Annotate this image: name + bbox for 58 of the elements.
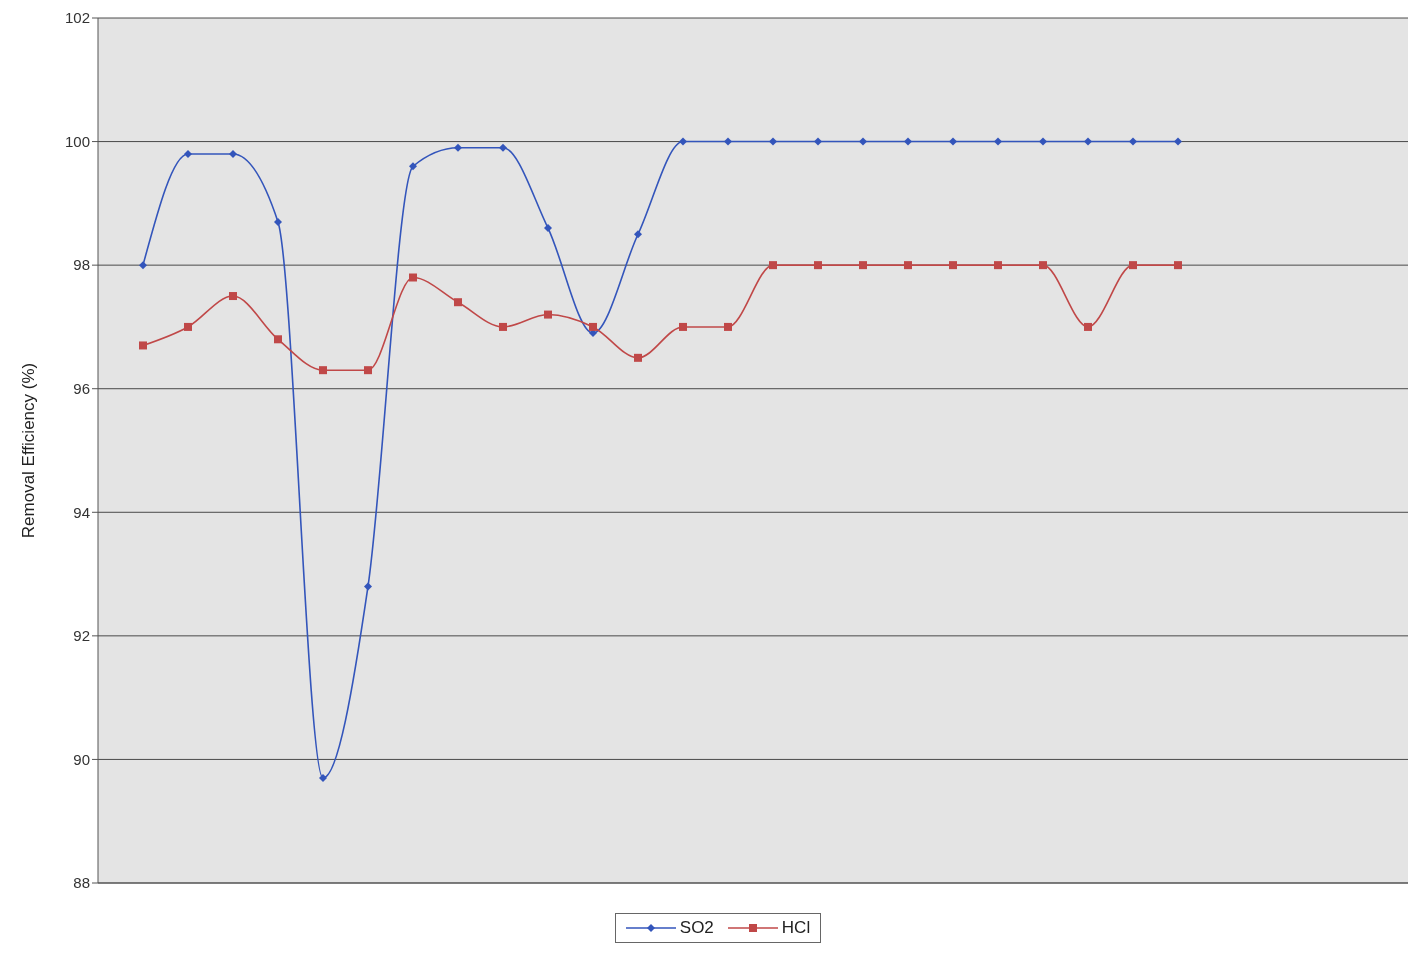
y-axis-title: Removal Efficiency (%) bbox=[19, 362, 39, 539]
point bbox=[544, 310, 552, 319]
legend-label: HCl bbox=[780, 918, 811, 938]
point bbox=[454, 143, 462, 152]
point bbox=[949, 261, 957, 270]
y-tick-label: 92 bbox=[73, 627, 90, 645]
point bbox=[1174, 137, 1182, 146]
point bbox=[184, 149, 192, 158]
point bbox=[859, 261, 867, 270]
point bbox=[904, 261, 912, 270]
point bbox=[274, 217, 282, 226]
y-tick-label: 96 bbox=[73, 380, 90, 398]
point bbox=[364, 366, 372, 375]
point bbox=[1129, 137, 1137, 146]
y-tick-label: 94 bbox=[73, 503, 90, 521]
point bbox=[994, 261, 1002, 270]
point bbox=[724, 322, 732, 331]
point bbox=[634, 353, 642, 362]
point bbox=[724, 137, 732, 146]
point bbox=[499, 322, 507, 331]
point bbox=[499, 143, 507, 152]
point bbox=[634, 230, 642, 239]
point bbox=[904, 137, 912, 146]
point bbox=[814, 261, 822, 270]
point bbox=[589, 322, 597, 331]
legend-label: SO2 bbox=[678, 918, 714, 938]
point bbox=[679, 322, 687, 331]
point bbox=[949, 137, 957, 146]
point bbox=[139, 261, 147, 270]
point bbox=[454, 298, 462, 307]
point bbox=[229, 292, 237, 301]
y-tick-label: 90 bbox=[73, 750, 90, 768]
point bbox=[859, 137, 867, 146]
y-tick-label: 98 bbox=[73, 256, 90, 274]
point bbox=[409, 162, 417, 171]
y-tick-label: 88 bbox=[73, 874, 90, 892]
point bbox=[769, 261, 777, 270]
point bbox=[229, 149, 237, 158]
point bbox=[1084, 322, 1092, 331]
point bbox=[319, 366, 327, 375]
point bbox=[544, 224, 552, 233]
point bbox=[1129, 261, 1137, 270]
point bbox=[409, 273, 417, 282]
point bbox=[1039, 137, 1047, 146]
point bbox=[364, 582, 372, 591]
point bbox=[814, 137, 822, 146]
point bbox=[994, 137, 1002, 146]
y-tick-label: 102 bbox=[64, 9, 90, 27]
point bbox=[679, 137, 687, 146]
point bbox=[1174, 261, 1182, 270]
point bbox=[769, 137, 777, 146]
point bbox=[1039, 261, 1047, 270]
point bbox=[274, 335, 282, 344]
point bbox=[184, 322, 192, 331]
y-tick-label: 100 bbox=[64, 132, 90, 150]
point bbox=[319, 773, 327, 782]
point bbox=[1084, 137, 1092, 146]
point bbox=[139, 341, 147, 350]
